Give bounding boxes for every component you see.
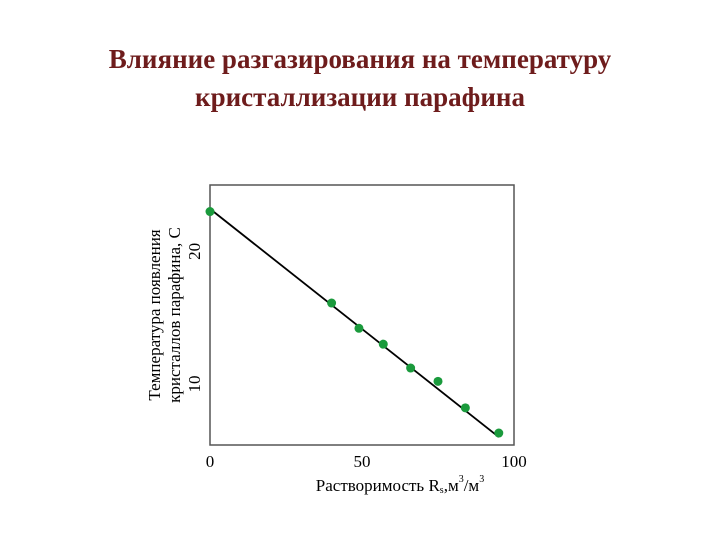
- x-tick-label: 0: [206, 452, 215, 471]
- data-point: [406, 363, 416, 373]
- x-tick-label: 100: [501, 452, 527, 471]
- y-axis-label: Температура появления кристаллов парафин…: [145, 227, 184, 403]
- plot-frame: [209, 184, 515, 446]
- y-label-line: кристаллов парафина, С: [165, 227, 184, 403]
- data-point: [354, 323, 364, 333]
- fit-line: [209, 208, 500, 438]
- data-point: [205, 207, 215, 217]
- title-line: Влияние разгазирования на температуру: [109, 44, 612, 74]
- y-tick-label: 20: [185, 243, 204, 260]
- data-point: [433, 376, 443, 386]
- data-point: [494, 428, 504, 438]
- y-label-line: Температура появления: [145, 229, 164, 400]
- y-tick-label: 10: [185, 375, 204, 392]
- data-point: [327, 298, 337, 308]
- data-point: [460, 403, 470, 413]
- title-line: кристаллизации парафина: [195, 82, 525, 112]
- x-axis-label: Растворимость Rs,м3/м3: [316, 474, 484, 496]
- x-tick-label: 50: [354, 452, 371, 471]
- data-point: [378, 339, 388, 349]
